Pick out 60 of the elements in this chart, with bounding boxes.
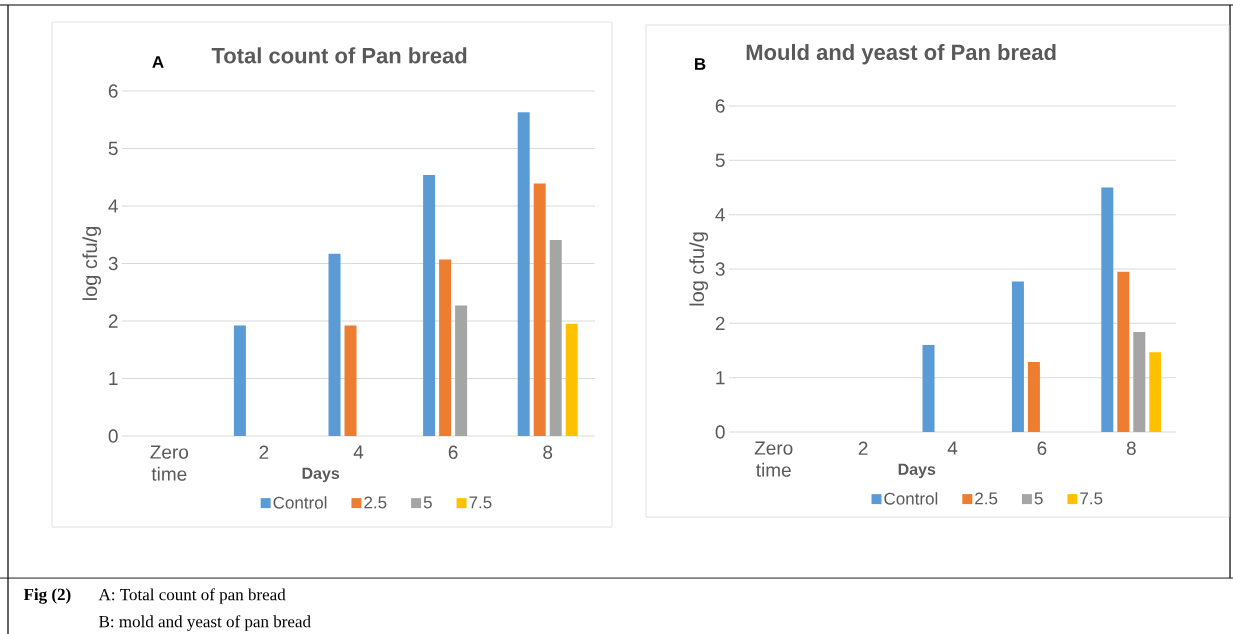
bar [922,345,935,432]
bar [423,174,436,436]
x-axis-title: Days [898,463,936,479]
y-tick-label: 3 [715,262,725,276]
bar [439,259,452,436]
x-tick-label: 4 [947,441,958,455]
y-tick-label: 0 [108,429,118,443]
bar [565,323,578,436]
bar [549,239,562,436]
text: Fig (2) [23,588,71,604]
x-tick-label: 6 [448,445,458,459]
text: B [695,58,706,70]
y-tick-label: 0 [715,425,725,439]
x-tick-label: Zero time [150,445,189,481]
legend-label: Control [273,496,327,509]
x-tick-label: 6 [1037,441,1047,455]
legend-label: 2.5 [975,492,998,505]
bar [233,325,246,436]
x-tick-label: 2 [858,441,868,455]
y-tick-label: 6 [715,99,725,113]
y-tick-label: 6 [108,84,118,98]
y-tick-label: 1 [716,371,725,385]
bar [1117,271,1130,432]
y-tick-label: 4 [715,208,725,222]
bar [1101,187,1114,432]
legend-label: 5 [423,496,432,509]
bar [1011,281,1024,432]
x-tick-label: 8 [1126,441,1136,455]
y-tick-label: 2 [715,316,725,330]
x-tick-label: 8 [543,445,553,459]
bar [517,112,530,436]
y-tick-label: 5 [715,153,725,167]
legend-label: Control [884,492,938,505]
y-axis-title: log cfu/g [689,232,709,306]
legend-label: 5 [1034,492,1043,505]
bar [1149,352,1162,432]
chart-title: Total count of Pan bread [211,47,467,64]
y-tick-label: 2 [108,314,118,328]
legend-label: 7.5 [469,496,492,509]
legend-label: 2.5 [364,496,387,509]
x-tick-label: 4 [353,445,364,459]
text: A [152,56,164,68]
x-tick-label: 2 [259,445,269,459]
y-tick-label: 4 [108,199,118,213]
legend-label: 7.5 [1080,492,1103,505]
x-tick-label: Zero time [754,441,793,477]
y-tick-label: 1 [109,371,118,386]
chart-title: Mould and yeast of Pan bread [746,43,1056,65]
y-axis-title: log cfu/g [82,227,102,300]
bar [1027,361,1040,432]
y-tick-label: 5 [108,141,118,156]
text: B: mold and yeast of pan bread [99,615,311,631]
bar [344,325,357,436]
bar [328,253,341,436]
bar [1133,332,1146,432]
x-axis-title: Days [302,467,340,483]
text: A: Total count of pan bread [98,588,286,604]
bar [455,305,468,436]
bar [533,183,546,436]
y-tick-label: 3 [108,256,118,271]
